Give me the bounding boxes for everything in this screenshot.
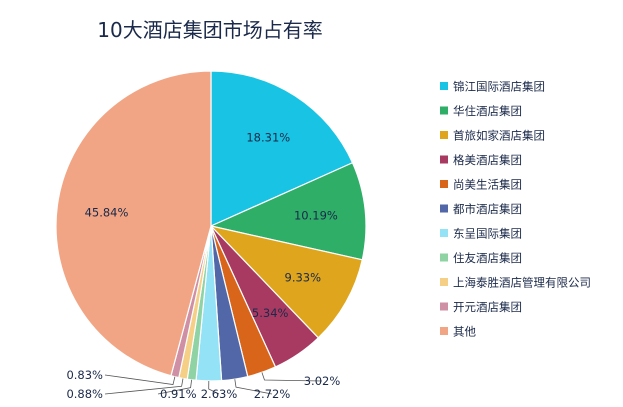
slice-label-7: 2.63% bbox=[201, 387, 238, 401]
legend-label: 格美酒店集团 bbox=[453, 153, 522, 167]
legend-item-4: 格美酒店集团 bbox=[440, 153, 522, 167]
legend-label: 东呈国际集团 bbox=[453, 227, 522, 241]
legend-label: 尚美生活集团 bbox=[453, 178, 522, 192]
leader-line-10 bbox=[104, 374, 176, 385]
pie-slice-1 bbox=[210, 70, 354, 227]
legend-swatch bbox=[440, 131, 448, 139]
legend-swatch bbox=[440, 204, 448, 213]
slice-label-2: 10.19% bbox=[294, 209, 338, 223]
legend-swatch bbox=[440, 302, 448, 311]
legend-label: 开元酒店集团 bbox=[453, 300, 522, 314]
legend-item-1: 锦江国际酒店集团 bbox=[440, 80, 545, 94]
pie-slice-2 bbox=[209, 161, 367, 261]
slice-label-5: 3.02% bbox=[304, 374, 341, 388]
legend-item-6: 都市酒店集团 bbox=[440, 202, 522, 216]
legend-swatch bbox=[440, 106, 448, 115]
chart-title: 10大酒店集团市场占有率 bbox=[97, 18, 322, 42]
legend-label: 首旅如家酒店集团 bbox=[453, 129, 545, 143]
slice-label-10: 0.83% bbox=[66, 368, 103, 382]
legend-item-5: 尚美生活集团 bbox=[440, 178, 522, 192]
legend-label: 住友酒店集团 bbox=[453, 251, 522, 265]
legend-label: 锦江国际酒店集团 bbox=[453, 80, 545, 94]
pie bbox=[55, 70, 367, 382]
legend-item-3: 首旅如家酒店集团 bbox=[440, 129, 545, 143]
legend-item-10: 开元酒店集团 bbox=[440, 300, 522, 314]
legend-item-8: 住友酒店集团 bbox=[440, 251, 522, 265]
slice-label-9: 0.88% bbox=[66, 387, 103, 401]
slice-label-4: 5.34% bbox=[252, 306, 289, 320]
slice-label-8: 0.91% bbox=[160, 387, 197, 401]
leader-line-7 bbox=[208, 380, 220, 395]
legend-label: 其他 bbox=[453, 325, 476, 339]
slice-labels: 18.31% 10.19% 9.33% 5.34% 3.02% 2.72% 2.63% 0.9… bbox=[66, 131, 340, 401]
legend-swatch bbox=[440, 155, 448, 164]
slice-label-1: 18.31% bbox=[246, 131, 290, 145]
leader-line-5 bbox=[261, 372, 323, 382]
slice-label-6: 2.72% bbox=[254, 387, 291, 401]
legend-swatch bbox=[440, 82, 448, 90]
legend-swatch bbox=[440, 327, 448, 335]
legend-swatch bbox=[440, 278, 448, 286]
legend-item-9: 上海泰胜酒店管理有限公司 bbox=[440, 276, 591, 290]
legend: 锦江国际酒店集团华住酒店集团首旅如家酒店集团格美酒店集团尚美生活集团都市酒店集团… bbox=[440, 80, 591, 339]
leader-line-6 bbox=[234, 379, 273, 395]
slice-label-11: 45.84% bbox=[85, 205, 129, 219]
legend-label: 上海泰胜酒店管理有限公司 bbox=[453, 276, 591, 290]
legend-swatch bbox=[440, 229, 448, 237]
legend-item-7: 东呈国际集团 bbox=[440, 227, 522, 241]
pie-slice-3 bbox=[209, 224, 363, 339]
leader-line-9 bbox=[104, 378, 184, 395]
legend-item-2: 华住酒店集团 bbox=[440, 104, 522, 118]
legend-label: 华住酒店集团 bbox=[453, 104, 522, 118]
pie-slice-11 bbox=[55, 70, 212, 377]
legend-item-11: 其他 bbox=[440, 325, 476, 339]
legend-swatch bbox=[440, 253, 448, 262]
legend-label: 都市酒店集团 bbox=[453, 202, 522, 216]
legend-swatch bbox=[440, 180, 448, 188]
slice-label-3: 9.33% bbox=[285, 271, 322, 285]
leader-line-8 bbox=[157, 379, 192, 395]
